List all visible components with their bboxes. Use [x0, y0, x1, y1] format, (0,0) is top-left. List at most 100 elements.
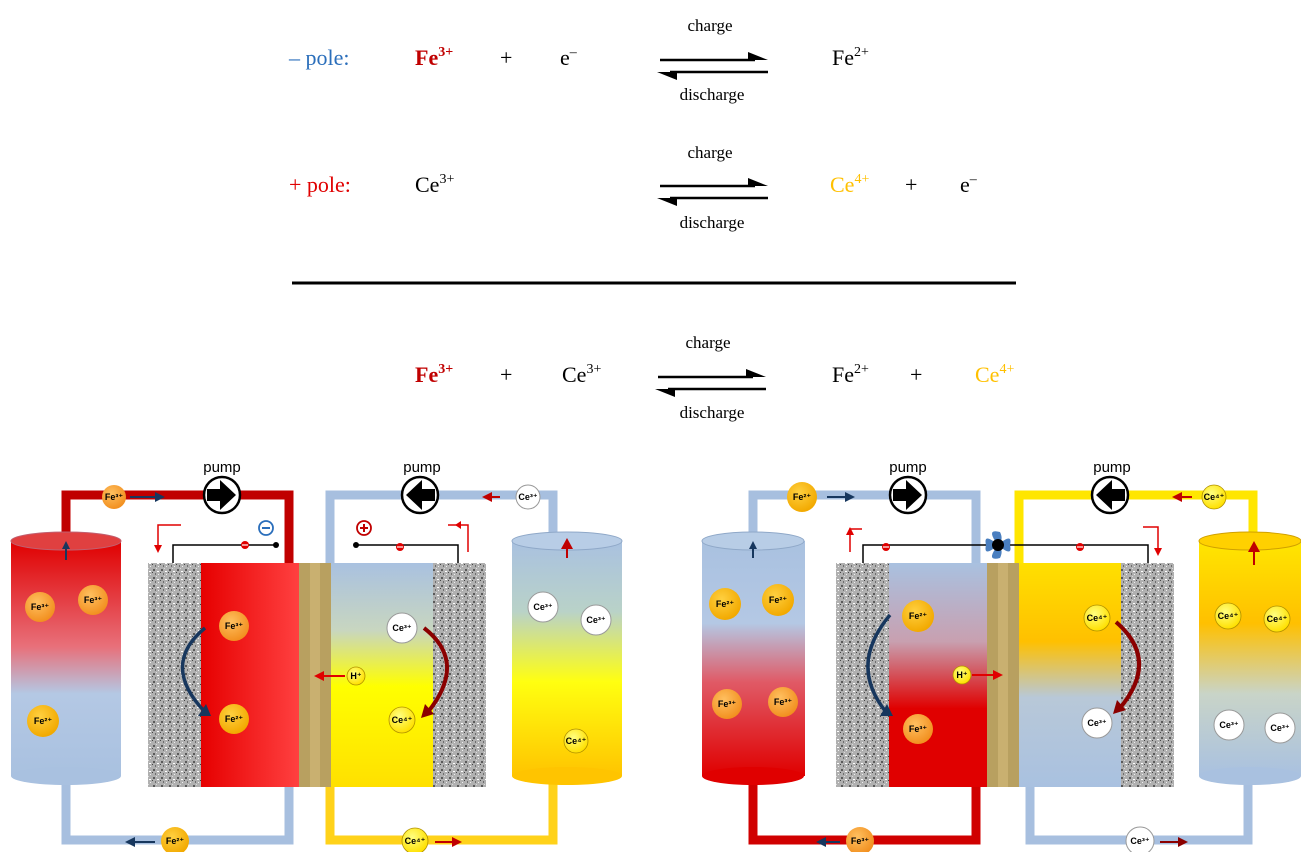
ce4-ion-label: Ce⁴⁺ — [1204, 492, 1225, 502]
fe3-ion-label: Fe³⁺ — [31, 602, 50, 612]
ce3-ion — [1264, 712, 1296, 744]
pump-label: pump — [889, 459, 927, 476]
fe2-ion — [161, 827, 189, 852]
fe3-ion-label: Fe³⁺ — [105, 492, 124, 502]
fe2-ion-label: Fe²⁺ — [166, 836, 185, 846]
fe3-ion — [712, 689, 742, 719]
ce-product-term: Ce4+ — [830, 172, 869, 197]
plus-sign-2: + — [905, 172, 917, 197]
plus-sign-2: + — [910, 362, 922, 387]
pump-label: pump — [1093, 459, 1131, 476]
ce4-ion-label: Ce⁴⁺ — [566, 736, 587, 746]
fe2-ion-label: Fe²⁺ — [793, 492, 812, 502]
ce3-ion — [1125, 826, 1155, 852]
equation-total: Fe3+ + Ce3+ Fe2+ + Ce4+ — [415, 362, 1014, 387]
ce3-ion — [386, 612, 418, 644]
equation-positive-pole: + pole: Ce3+ Ce4+ + e– — [289, 172, 978, 197]
positive-pole-label: + pole: — [289, 172, 351, 197]
ce3-ion — [1213, 709, 1245, 741]
fe3-ion-label: Fe³⁺ — [851, 836, 870, 846]
equilibrium-arrow-1: charge discharge — [657, 16, 768, 104]
fe3-ion-label: Fe³⁺ — [718, 699, 737, 709]
ce-product-term: Ce4+ — [975, 362, 1014, 387]
fe3-ion-label: Fe³⁺ — [774, 697, 793, 707]
ce3-ion — [515, 484, 541, 510]
ce4-ion — [401, 827, 429, 852]
fe3-ion-label: Fe³⁺ — [225, 621, 244, 631]
ce3-ion — [1081, 707, 1113, 739]
charge-label: charge — [686, 333, 731, 352]
plus-sign: + — [500, 362, 512, 387]
fe3-ion — [768, 687, 798, 717]
ce4-ion-label: Ce⁴⁺ — [1218, 611, 1239, 621]
h-ion-label: H⁺ — [956, 670, 967, 680]
top-left-pipe — [748, 490, 981, 565]
fe2-ion-label: Fe²⁺ — [716, 599, 735, 609]
right-half-cell — [331, 563, 433, 787]
fe2-ion — [762, 584, 794, 616]
ce4-ion — [1201, 484, 1227, 510]
ce3-ion — [580, 604, 612, 636]
ce4-ion-label: Ce⁴⁺ — [1087, 613, 1108, 623]
discharge-label: discharge — [680, 403, 745, 422]
left-electrode — [148, 563, 201, 787]
fe2-ion — [219, 704, 249, 734]
ce3-ion-label: Ce³⁺ — [1219, 720, 1239, 730]
charge-label: charge — [688, 143, 733, 162]
fe3-ion — [25, 592, 55, 622]
top-right-pipe — [1014, 490, 1258, 565]
fe2-ion — [902, 600, 934, 632]
fe2-ion — [27, 705, 59, 737]
left-tank — [701, 531, 805, 785]
right-flow-battery: pump pump Fe²⁺ Ce⁴⁺ Fe²⁺ Fe²⁺ — [701, 459, 1301, 852]
h-ion — [346, 666, 366, 686]
left-electrode — [836, 563, 889, 787]
equation-negative-pole: – pole: Fe3+ + e– Fe2+ — [288, 45, 869, 70]
left-flow-battery: pump pump Fe³⁺ Ce³⁺ Fe³⁺ Fe³⁺ — [10, 459, 623, 852]
electron-product-term: e– — [960, 172, 978, 197]
fe3-ion-label: Fe³⁺ — [84, 595, 103, 605]
negative-pole-label: – pole: — [288, 45, 350, 70]
fe-term: Fe3+ — [415, 45, 453, 70]
bottom-right-pipe — [325, 775, 558, 845]
electron-term: e– — [560, 45, 578, 70]
h-ion-label: H⁺ — [350, 671, 361, 681]
ce4-ion — [563, 728, 589, 754]
ce3-ion-label: Ce³⁺ — [1130, 836, 1150, 846]
equilibrium-arrow-3: charge discharge — [655, 333, 766, 422]
ce4-ion — [1214, 602, 1242, 630]
right-electrode — [1121, 563, 1174, 787]
fe3-ion — [219, 611, 249, 641]
fe3-ion — [102, 485, 126, 509]
pump-label: pump — [403, 459, 441, 476]
ce3-ion-label: Ce³⁺ — [1087, 718, 1107, 728]
fe3-ion-label: Fe³⁺ — [909, 724, 928, 734]
top-right-pipe — [325, 490, 558, 565]
fe-product-term: Fe2+ — [832, 45, 869, 70]
top-left-pipe — [61, 490, 294, 565]
fe-term: Fe3+ — [415, 362, 453, 387]
equilibrium-arrow-2: charge discharge — [657, 143, 768, 232]
right-tank — [1198, 531, 1301, 785]
fe2-ion — [787, 482, 817, 512]
ce3-ion-label: Ce³⁺ — [1270, 723, 1290, 733]
discharge-label: discharge — [680, 85, 745, 104]
fe2-ion — [709, 588, 741, 620]
left-half-cell — [201, 563, 299, 787]
fe2-ion-label: Fe²⁺ — [769, 595, 788, 605]
h-ion — [952, 665, 972, 685]
fe-product-term: Fe2+ — [832, 362, 869, 387]
discharge-label: discharge — [680, 213, 745, 232]
ce3-ion-label: Ce³⁺ — [586, 615, 606, 625]
ce4-ion-label: Ce⁴⁺ — [392, 715, 413, 725]
fe2-ion-label: Fe²⁺ — [909, 611, 928, 621]
fe2-ion-label: Fe²⁺ — [225, 714, 244, 724]
charge-label: charge — [688, 16, 733, 35]
fe3-ion — [78, 585, 108, 615]
ce-term: Ce3+ — [562, 362, 601, 387]
ce3-ion — [527, 591, 559, 623]
right-half-cell — [1019, 563, 1121, 787]
ce4-ion — [388, 706, 416, 734]
plus-pole-icon — [356, 520, 372, 536]
